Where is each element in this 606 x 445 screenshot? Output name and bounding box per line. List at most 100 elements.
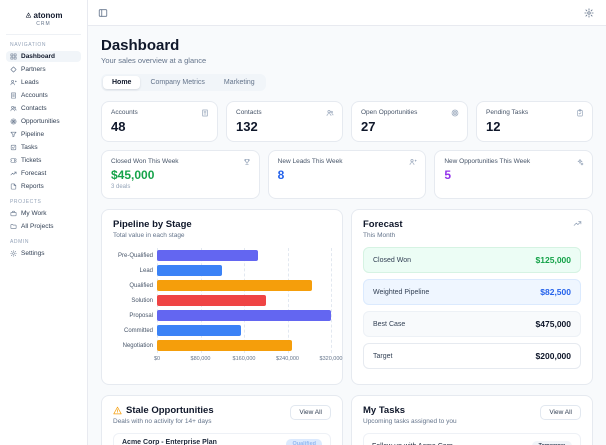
funnel-icon: [10, 131, 17, 138]
sidebar-item-tasks[interactable]: Tasks: [6, 142, 81, 153]
briefcase-icon: [10, 210, 17, 217]
chart-bar-pre-qualified[interactable]: [157, 250, 258, 261]
forecast-row-value: $475,000: [535, 319, 571, 329]
sidebar-item-label: Opportunities: [21, 118, 60, 125]
sidebar-item-dashboard[interactable]: Dashboard: [6, 51, 81, 62]
tab-marketing[interactable]: Marketing: [223, 79, 255, 86]
tasks-title: My Tasks: [363, 405, 406, 416]
sidebar-item-all-projects[interactable]: All Projects: [6, 221, 81, 232]
stat-value: 48: [111, 119, 126, 134]
sidebar-item-forecast[interactable]: Forecast: [6, 168, 81, 179]
sidebar-item-label: Reports: [21, 183, 44, 190]
tasks-subtitle: Upcoming tasks assigned to you: [363, 418, 457, 425]
file-icon: [10, 183, 17, 190]
stat-card-open-opportunities: Open Opportunities 27: [351, 101, 468, 142]
pipeline-chart-card: Pipeline by Stage Total value in each st…: [101, 209, 343, 385]
stat-card-row: Accounts 48 Contacts 132 Open Opportunit…: [101, 101, 593, 142]
stat-card-pending-tasks: Pending Tasks 12: [476, 101, 593, 142]
chart-bar-lead[interactable]: [157, 265, 223, 276]
brand-sub: CRM: [36, 21, 51, 27]
forecast-rows: Closed Won $125,000 Weighted Pipeline $8…: [363, 247, 581, 369]
stat-value: 27: [361, 119, 376, 134]
kpi-label: Closed Won This Week: [111, 158, 179, 165]
sidebar-item-label: Settings: [21, 250, 45, 257]
kpi-label: New Leads This Week: [277, 158, 343, 165]
trophy-icon: [243, 158, 251, 166]
clipboard-check-icon: [576, 109, 584, 117]
chart-row-solution: Solution: [113, 293, 331, 308]
sidebar-item-partners[interactable]: Partners: [6, 64, 81, 75]
sidebar-item-pipeline[interactable]: Pipeline: [6, 129, 81, 140]
task-title: Follow up with Acme Corp: [372, 443, 453, 445]
sidebar-item-label: Accounts: [21, 92, 48, 99]
chart-x-tick: $160,000: [232, 356, 256, 362]
sidebar-item-label: Partners: [21, 66, 46, 73]
tab-company-metrics[interactable]: Company Metrics: [150, 79, 205, 86]
topbar: [88, 0, 606, 26]
forecast-row-closed-won: Closed Won $125,000: [363, 247, 581, 273]
chart-row-negotiation: Negotiation: [113, 338, 331, 353]
chart-x-tick: $320,000: [319, 356, 343, 362]
forecast-title: Forecast: [363, 219, 403, 230]
task-row-follow-up-with-acme-corp[interactable]: Follow up with Acme Corp Tomorrow: [363, 433, 581, 445]
panel-left-icon[interactable]: [98, 8, 108, 18]
chart-x-axis: $0 $80,000 $160,000 $240,000 $320,000: [154, 356, 343, 365]
sidebar-section-label: Navigation: [10, 42, 47, 48]
week-card-row: Closed Won This Week $45,000 3 deals New…: [101, 150, 593, 199]
sidebar-item-reports[interactable]: Reports: [6, 181, 81, 192]
kpi-value: $45,000: [111, 168, 155, 182]
chart-bar-committed[interactable]: [157, 325, 242, 336]
stat-card-accounts: Accounts 48: [101, 101, 218, 142]
chart-category-label: Lead: [139, 267, 153, 274]
sidebar-item-label: My Work: [21, 210, 47, 217]
stat-label: Contacts: [236, 109, 262, 116]
brand-name: atonom: [33, 11, 63, 20]
sidebar-item-label: Contacts: [21, 105, 47, 112]
kpi-value: 8: [277, 168, 285, 182]
kpi-card-new-leads-this-week: New Leads This Week 8: [267, 150, 427, 199]
brand: atonom CRM: [6, 7, 81, 35]
chart-bar-negotiation[interactable]: [157, 340, 292, 351]
tab-home[interactable]: Home: [103, 76, 141, 89]
opportunity-row-acme-corp-enterprise-plan[interactable]: Acme Corp - Enterprise Plan Acme Corpora…: [113, 433, 331, 445]
warning-icon: [113, 406, 122, 415]
sidebar-item-accounts[interactable]: Accounts: [6, 90, 81, 101]
sidebar-item-label: All Projects: [21, 223, 54, 230]
forecast-subtitle: This Month: [363, 232, 396, 239]
stat-card-contacts: Contacts 132: [226, 101, 343, 142]
sidebar-item-leads[interactable]: Leads: [6, 77, 81, 88]
chart-row-qualified: Qualified: [113, 278, 331, 293]
ticket-icon: [10, 157, 17, 164]
folder-icon: [10, 223, 17, 230]
target-icon: [451, 109, 459, 117]
sidebar-item-my-work[interactable]: My Work: [6, 208, 81, 219]
chart-bar-solution[interactable]: [157, 295, 266, 306]
building-icon: [201, 109, 209, 117]
stale-subtitle: Deals with no activity for 14+ days: [113, 418, 212, 425]
sparkles-icon: [576, 158, 584, 166]
page-subtitle: Your sales overview at a glance: [101, 56, 207, 65]
stale-view-all-button[interactable]: View All: [290, 405, 331, 420]
chart-category-label: Proposal: [129, 312, 153, 319]
tasks-view-all-button[interactable]: View All: [540, 405, 581, 420]
sidebar-item-label: Pipeline: [21, 131, 45, 138]
check-square-icon: [10, 144, 17, 151]
stat-label: Accounts: [111, 109, 138, 116]
chart-category-label: Pre-Qualified: [117, 252, 153, 259]
kpi-card-closed-won-this-week: Closed Won This Week $45,000 3 deals: [101, 150, 260, 199]
gear-icon[interactable]: [584, 7, 594, 18]
chart-bar-qualified[interactable]: [157, 280, 313, 291]
content: Dashboard Your sales overview at a glanc…: [88, 26, 606, 445]
sidebar-section-navigation: Navigation Dashboard Partners Leads Acco…: [6, 42, 81, 192]
chart-bar-proposal[interactable]: [157, 310, 331, 321]
forecast-row-label: Weighted Pipeline: [373, 288, 430, 296]
users-icon: [10, 105, 17, 112]
forecast-row-label: Target: [373, 352, 393, 360]
sidebar-section-projects: Projects My Work All Projects: [6, 199, 81, 232]
sidebar-item-tickets[interactable]: Tickets: [6, 155, 81, 166]
bottom-row: Stale Opportunities Deals with no activi…: [101, 395, 593, 445]
sidebar-item-contacts[interactable]: Contacts: [6, 103, 81, 114]
kpi-sub: [278, 184, 417, 191]
sidebar-item-settings[interactable]: Settings: [6, 248, 81, 259]
sidebar-item-opportunities[interactable]: Opportunities: [6, 116, 81, 127]
